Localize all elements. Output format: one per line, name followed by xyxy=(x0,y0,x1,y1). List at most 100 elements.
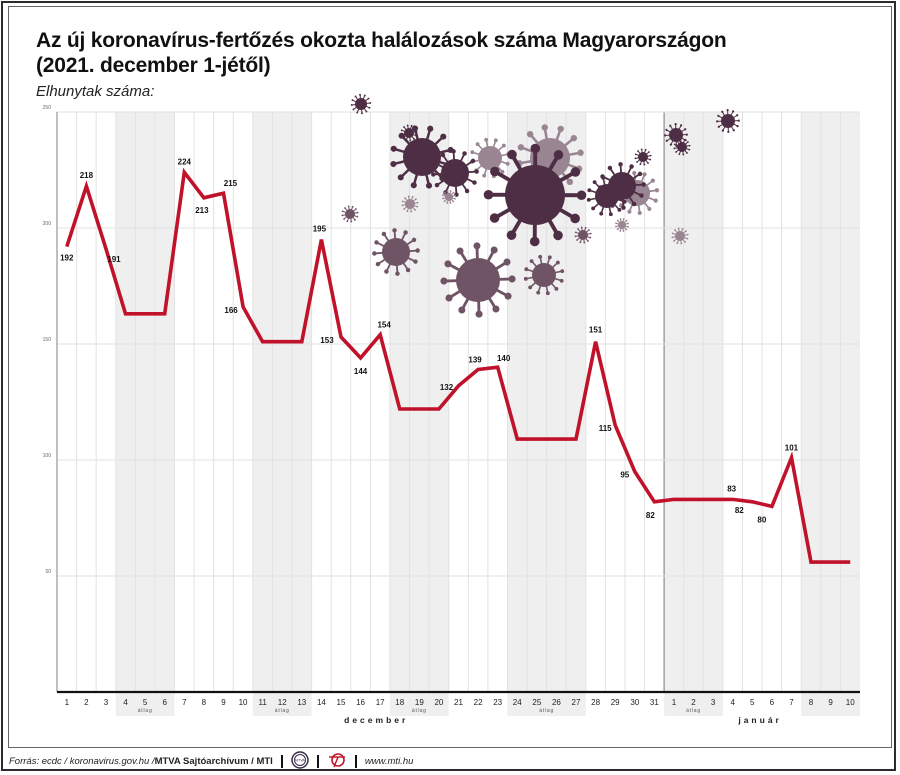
chart-title-line1: Az új koronavírus-fertőzés okozta halálo… xyxy=(36,29,727,52)
virus-spike-tip xyxy=(598,185,603,190)
virus-spike-tip xyxy=(721,129,725,132)
virus-spike-tip xyxy=(410,124,413,127)
virus-spike-tip xyxy=(641,182,646,187)
virus-body xyxy=(355,98,367,110)
virus-spike-tip xyxy=(610,203,615,208)
data-label: 82 xyxy=(646,511,655,520)
virus-spike-tip xyxy=(390,160,397,168)
virus-spike-tip xyxy=(566,178,574,186)
x-tick-label: 18 xyxy=(395,698,404,707)
average-period-shade xyxy=(801,112,860,716)
x-tick-label: 21 xyxy=(454,698,463,707)
virus-spike-tip xyxy=(677,227,680,230)
y-tick-label: 100 xyxy=(43,453,52,459)
virus-spike-tip xyxy=(634,157,637,160)
virus-spike-tip xyxy=(505,161,510,166)
virus-icon xyxy=(440,242,516,318)
virus-spike-tip xyxy=(344,207,346,209)
virus-spike-tip xyxy=(433,161,438,166)
footer: Forrás: ecdc / koronavirus.gov.hu / MTVA… xyxy=(9,750,414,770)
x-tick-label: 29 xyxy=(611,698,620,707)
data-label: 151 xyxy=(589,326,603,335)
virus-spike-tip xyxy=(507,149,517,160)
virus-spike-tip xyxy=(407,195,410,198)
virus-spike-tip xyxy=(644,148,647,151)
website-link[interactable]: www.mti.hu xyxy=(364,755,414,767)
virus-spike-tip xyxy=(570,134,578,142)
virus-spike-tip xyxy=(500,169,505,174)
virus-spike-tip xyxy=(587,188,592,193)
virus-spike-tip xyxy=(351,99,354,102)
virus-spike-tip xyxy=(405,139,408,142)
virus-spike-tip xyxy=(343,218,345,220)
virus-spike-tip xyxy=(508,275,516,283)
virus-spike-tip xyxy=(679,138,682,141)
virus-body xyxy=(478,146,502,170)
virus-spike-tip xyxy=(637,210,642,216)
chart-title: Az új koronavírus-fertőzés okozta halálo… xyxy=(36,28,727,78)
x-tick-label: 5 xyxy=(750,698,755,707)
virus-spike-tip xyxy=(547,255,552,260)
virus-spike-tip xyxy=(673,147,676,150)
virus-body xyxy=(505,165,565,225)
virus-spike-tip xyxy=(484,137,489,142)
virus-spike-tip xyxy=(415,134,418,137)
virus-spike-tip xyxy=(600,174,605,179)
virus-spike-tip xyxy=(716,120,719,123)
virus-spike-tip xyxy=(617,207,622,212)
data-label: 144 xyxy=(354,367,368,376)
x-tick-label: 4 xyxy=(730,698,735,707)
virus-spike-tip xyxy=(671,236,674,239)
virus-body xyxy=(404,128,414,138)
data-label: 195 xyxy=(313,225,327,234)
virus-icon xyxy=(400,124,418,142)
virus-spike-tip xyxy=(574,231,577,234)
virus-spike-tip xyxy=(629,164,634,169)
virus-spike-tip xyxy=(636,161,638,163)
virus-spike-tip xyxy=(643,163,646,166)
virus-spike-tip xyxy=(400,129,403,132)
virus-spike-tip xyxy=(608,212,613,217)
average-label: átlag xyxy=(138,708,153,714)
virus-spike-tip xyxy=(717,125,720,128)
virus-spike-tip xyxy=(473,242,481,250)
virus-body xyxy=(405,199,415,209)
x-tick-label: 22 xyxy=(474,698,483,707)
data-label: 132 xyxy=(440,383,454,392)
virus-spike-tip xyxy=(583,241,586,244)
virus-spike-tip xyxy=(726,109,729,112)
y-tick-label: 150 xyxy=(43,337,52,343)
virus-spike-tip xyxy=(456,247,464,255)
virus-spike-tip xyxy=(470,150,475,155)
virus-spike-tip xyxy=(504,292,512,300)
virus-spike-tip xyxy=(560,269,565,274)
virus-icon xyxy=(523,254,565,296)
virus-icon xyxy=(442,190,456,204)
x-tick-label: 23 xyxy=(493,698,502,707)
virus-spike-tip xyxy=(688,144,691,147)
virus-spike-tip xyxy=(526,130,534,138)
virus-spike-tip xyxy=(462,151,467,156)
virus-spike-tip xyxy=(517,144,525,151)
virus-icon xyxy=(615,218,629,232)
virus-spike-tip xyxy=(410,182,417,189)
virus-body xyxy=(445,193,453,201)
virus-spike-tip xyxy=(588,229,590,231)
virus-spike-tip xyxy=(727,130,730,133)
virus-spike-tip xyxy=(524,267,529,272)
virus-spike-tip xyxy=(553,150,564,160)
virus-spike-tip xyxy=(529,259,534,264)
virus-spike-tip xyxy=(538,254,543,259)
virus-spike-tip xyxy=(553,230,563,241)
data-label: 154 xyxy=(377,321,391,330)
virus-spike-tip xyxy=(673,240,675,242)
virus-spike-tip xyxy=(648,151,650,153)
virus-spike-tip xyxy=(474,169,479,174)
average-period-shade xyxy=(115,112,175,716)
x-tick-label: 6 xyxy=(770,698,775,707)
virus-spike-tip xyxy=(676,242,679,245)
virus-spike-tip xyxy=(545,291,550,296)
virus-body xyxy=(345,209,355,219)
virus-spike-tip xyxy=(615,225,617,228)
x-tick-label: 9 xyxy=(828,698,833,707)
